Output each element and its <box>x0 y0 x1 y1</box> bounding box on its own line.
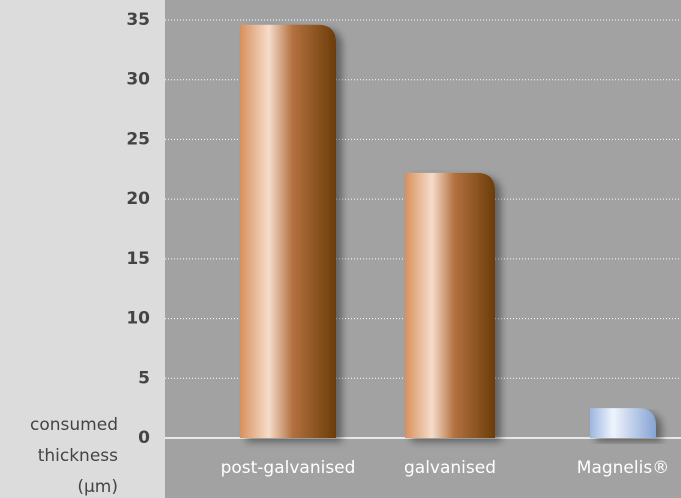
y-tick-label: 20 <box>126 189 150 209</box>
bar <box>590 408 656 438</box>
y-tick-label: 10 <box>126 309 150 329</box>
x-tick-label: galvanised <box>404 458 496 478</box>
y-tick-label: 0 <box>138 428 150 448</box>
y-axis-label: consumed thickness (µm) <box>30 415 118 497</box>
bar <box>240 24 336 439</box>
y-tick-label: 15 <box>126 249 150 269</box>
y-tick-label: 5 <box>138 368 150 388</box>
x-tick-label: Magnelis® <box>577 458 669 478</box>
y-tick-label: 35 <box>126 10 150 30</box>
x-tick-label: post-galvanised <box>221 458 356 478</box>
y-tick-label: 30 <box>126 70 150 90</box>
bar <box>405 172 495 438</box>
y-tick-label: 25 <box>126 129 150 149</box>
